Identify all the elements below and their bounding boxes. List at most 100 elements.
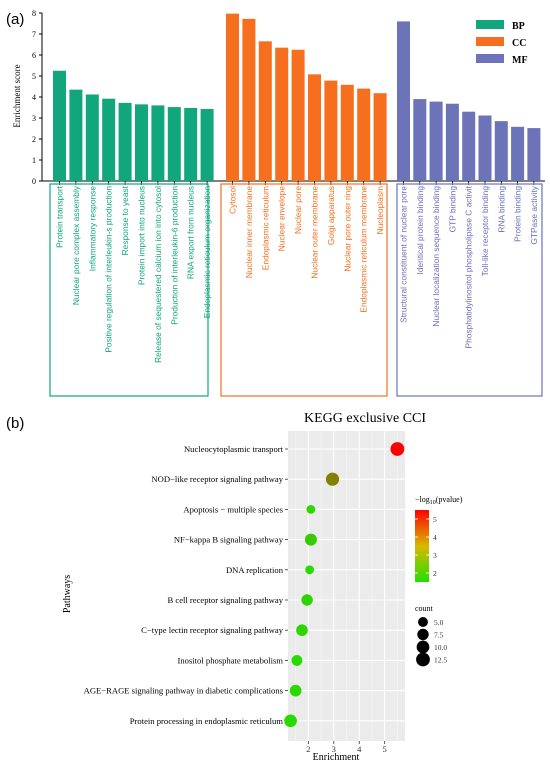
bar [397,21,410,182]
category-label: Nuclear pore complex assembly [71,185,81,305]
category-label: Endoplasmic reticulum organization [202,186,212,319]
x-tick-label: 3 [332,744,336,754]
category-label: Nuclear envelope [277,186,287,252]
bar [184,107,198,181]
x-tick-label: 4 [357,744,362,754]
bar [462,111,476,181]
size-legend-label: 12.5 [434,656,447,665]
size-legend-title: count [415,604,434,613]
category-group-frame [49,183,209,397]
panel-a-label: (a) [6,11,24,28]
pathway-label: B cell receptor signaling pathway [168,595,284,605]
data-point [296,624,308,637]
size-legend-dot [418,617,428,627]
category-label: GTP binding [447,186,457,233]
bar [478,115,492,181]
legend-label: MF [512,55,528,66]
category-label: Release of sequestered calcium ion into … [153,186,163,363]
size-legend-dot [417,628,429,641]
y-tick-label: 1 [32,156,36,165]
bar [291,49,305,181]
category-label: Production of interleukin-6 production [169,186,179,325]
x-tick-label: 5 [383,744,387,754]
category-label: RNA binding [496,186,506,233]
pathway-label: NOD−like receptor signaling pathway [151,474,283,484]
data-point [291,654,303,666]
bar [373,93,387,181]
category-label: Nuclear localization sequence binding [431,186,441,327]
x-tick-label: 2 [306,744,310,754]
category-label: Nuclear pore [293,186,303,234]
category-label: Inflammatory response [87,186,97,272]
y-tick-label: 3 [32,114,36,123]
bar [275,47,289,182]
category-label: Protein import into nucleus [137,186,147,285]
size-legend-dot [416,652,430,667]
category-label: Cytosol [228,186,238,214]
colorbar-tick-label: 5 [433,515,437,524]
bar [85,94,99,181]
legend-label: BP [512,21,525,32]
data-point [325,472,340,486]
bar [511,126,525,181]
category-label: Nucleoplasm [375,186,385,234]
colorbar-tick-label: 4 [433,533,437,542]
legend-swatch [476,54,504,63]
bar [324,80,338,181]
panel-a-legend: BP CC MF [476,20,528,66]
legend-label: CC [512,38,526,49]
pathway-label: Apoptosis − multiple species [183,504,283,514]
bar [167,107,181,181]
category-label: Response to yeast [120,185,130,255]
bar [226,13,239,181]
y-tick-label: 5 [32,72,36,81]
pathway-label: Inositol phosphate metabolism [177,655,283,665]
panel-b-title: KEGG exclusive CCI [304,411,426,426]
colorbar-tick-label: 3 [433,551,437,560]
panel-b-size-legend: count 5.0 7.5 10.0 12.5 [415,604,447,667]
colorbar-gradient [415,510,429,582]
category-label: Endoplasmic reticulum [260,186,270,270]
category-label: Identical protein binding [415,186,425,275]
panel-b-colorbar: −log10(pvalue) 2 3 4 5 [415,495,463,582]
data-point [305,565,315,575]
bar [494,121,508,181]
size-legend-label: 5.0 [434,618,444,627]
category-label: Protein binding [513,186,523,242]
y-tick-label: 4 [32,93,36,102]
bar [258,41,272,181]
bar [242,18,256,181]
bar [413,99,427,181]
panel-a-ylabel: Enrichment score [12,64,22,127]
bar [357,88,371,181]
bar [340,84,354,181]
bar [429,101,443,181]
category-group-frame [396,183,543,397]
panel-a-bars [53,13,541,185]
category-group-frame [220,183,388,397]
category-label: Phosphatidylinositol phospholipase C act… [464,185,474,348]
panel-b-label: (b) [6,415,24,432]
y-tick-label: 8 [32,9,36,18]
bar [135,104,148,181]
panel-a-category-labels: Protein transport Nuclear pore complex as… [49,183,543,397]
bar [308,74,321,181]
bar [53,70,66,181]
category-label: GTPase activity [529,185,539,244]
category-label: Golgi apparatus [326,186,336,245]
bar [102,98,116,181]
panel-b-ylabel: Pathways [62,575,73,613]
pathway-label: DNA replication [226,565,284,575]
legend-swatch [476,20,504,29]
category-label: Nuclear outer membrane [310,186,320,279]
category-label: Structural constituent of nuclear pore [399,186,409,323]
y-tick-label: 7 [32,30,36,39]
data-point [284,714,297,728]
category-label: Protein transport [55,185,65,248]
y-tick-label: 2 [32,135,36,144]
y-tick-label: 6 [32,51,36,60]
y-tick-label: 0 [32,177,36,186]
category-label: Positive regulation of interleukin-s pro… [104,186,114,353]
data-point [390,442,405,456]
